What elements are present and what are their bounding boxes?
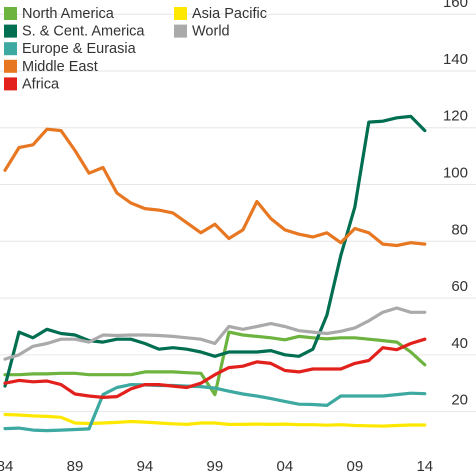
legend-item-europe-eurasia: Europe & Eurasia xyxy=(4,41,137,57)
y-tick-label: 160 xyxy=(443,0,468,11)
legend-item-world: World xyxy=(174,24,230,40)
legend-label: S. & Cent. America xyxy=(22,24,145,40)
series-line-europe-eurasia xyxy=(3,383,427,433)
legend-swatch xyxy=(4,42,17,56)
x-tick-label: 84 xyxy=(0,458,13,475)
y-tick-label: 40 xyxy=(451,335,468,352)
x-tick-label: 99 xyxy=(207,458,224,475)
legend-label: Europe & Eurasia xyxy=(22,41,137,57)
x-tick-label: 14 xyxy=(416,458,433,475)
legend-label: Middle East xyxy=(22,59,98,75)
legend-label: North America xyxy=(22,6,115,22)
x-tick-label: 04 xyxy=(277,458,294,475)
legend-item-asia-pacific: Asia Pacific xyxy=(174,6,267,22)
series-line-middle-east xyxy=(3,127,427,248)
legend-swatch xyxy=(4,77,17,91)
x-tick-label: 09 xyxy=(346,458,363,475)
legend-swatch xyxy=(174,7,187,20)
legend-item-north-america: North America xyxy=(4,6,115,22)
legend-swatch xyxy=(174,24,187,38)
x-tick-label: 89 xyxy=(67,458,84,475)
y-tick-label: 20 xyxy=(451,392,468,409)
legend-item-middle-east: Middle East xyxy=(4,59,98,75)
x-tick-label: 94 xyxy=(137,458,154,475)
series-line-world xyxy=(3,306,427,361)
legend-swatch xyxy=(4,24,17,38)
y-tick-label: 120 xyxy=(443,108,468,125)
y-axis-ticks: 20 40 60 80 100 120 140 160 xyxy=(443,0,468,409)
y-tick-label: 80 xyxy=(451,221,468,238)
legend-item-africa: Africa xyxy=(4,76,60,92)
y-tick-label: 60 xyxy=(451,278,468,295)
series-line-s-cent-america xyxy=(3,114,427,388)
y-tick-label: 100 xyxy=(443,165,468,182)
series-line-north-america xyxy=(3,330,427,397)
legend-label: Asia Pacific xyxy=(192,6,267,22)
series-line-asia-pacific xyxy=(3,412,427,428)
y-tick-label: 140 xyxy=(443,51,468,68)
legend-label: Africa xyxy=(22,76,60,92)
series-lines xyxy=(3,114,427,433)
legend-item-s-cent-america: S. & Cent. America xyxy=(4,24,145,40)
legend-swatch xyxy=(4,59,17,73)
gridlines xyxy=(0,13,476,413)
x-axis-ticks: 84 89 94 99 04 09 14 xyxy=(0,458,433,475)
legend-swatch xyxy=(4,7,17,20)
legend-label: World xyxy=(192,24,230,40)
series-line-africa xyxy=(3,337,427,399)
